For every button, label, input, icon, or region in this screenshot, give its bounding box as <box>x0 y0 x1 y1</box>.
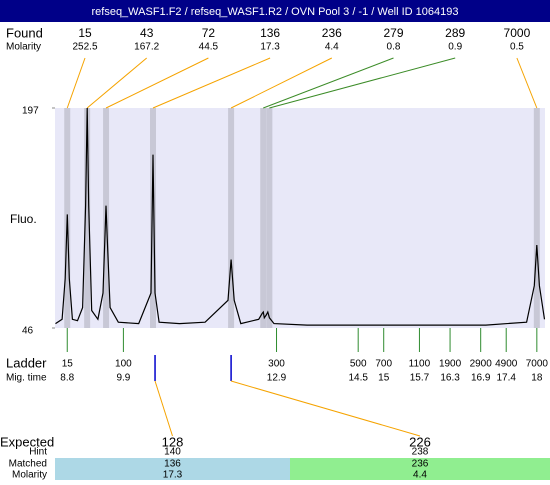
expected-connector <box>154 380 173 437</box>
ladder-size: 100 <box>115 359 132 370</box>
found-molarity: 0.5 <box>510 42 524 53</box>
peak-connector <box>269 57 456 109</box>
peak-band <box>150 108 156 328</box>
found-molarity: 252.5 <box>72 42 97 53</box>
peak-band <box>533 108 540 328</box>
found-molarity-label: Molarity <box>6 42 41 53</box>
matched: 136 <box>164 459 181 470</box>
found-size: 7000 <box>504 26 531 40</box>
hint: 140 <box>164 447 181 458</box>
y-tick-label: 46 <box>22 326 34 337</box>
found-molarity: 167.2 <box>134 42 159 53</box>
hint: 238 <box>412 447 429 458</box>
found-size: 279 <box>383 26 403 40</box>
found-label: Found <box>6 25 43 40</box>
result-bg <box>55 458 290 480</box>
peak-band <box>260 108 267 328</box>
found-size: 289 <box>445 26 465 40</box>
found-molarity: 4.4 <box>325 42 339 53</box>
found-size: 236 <box>322 26 342 40</box>
ladder-time: 12.9 <box>267 373 287 384</box>
ladder-time: 16.9 <box>471 373 491 384</box>
row-label: Matched <box>9 459 47 470</box>
ladder-size: 7000 <box>526 359 549 370</box>
title: refseq_WASF1.F2 / refseq_WASF1.R2 / OVN … <box>91 6 458 18</box>
ladder-size: 15 <box>62 359 74 370</box>
ladder-size: 1900 <box>439 359 462 370</box>
y-axis-label: Fluo. <box>10 212 37 226</box>
expected-size: 128 <box>162 434 184 449</box>
peak-connector <box>263 57 394 109</box>
molarity: 4.4 <box>413 470 427 480</box>
matched: 236 <box>412 459 429 470</box>
peak-connector <box>86 57 148 109</box>
ladder-size: 4900 <box>495 359 518 370</box>
peak-connector <box>230 57 333 109</box>
ladder-time: 18 <box>531 373 543 384</box>
ladder-time: 9.9 <box>116 373 130 384</box>
y-tick-label: 197 <box>22 106 39 117</box>
plot-area <box>55 108 545 328</box>
peak-band <box>84 108 91 328</box>
ladder-time: 17.4 <box>496 373 516 384</box>
ladder-size: 500 <box>350 359 367 370</box>
ladder-size: 2900 <box>470 359 493 370</box>
mig-time-label: Mig. time <box>6 373 47 384</box>
ladder-time: 8.8 <box>60 373 74 384</box>
ladder-size: 1100 <box>409 359 431 370</box>
expected-connector <box>230 380 421 437</box>
expected-label: Expected <box>0 434 54 449</box>
ladder-size: 300 <box>268 359 285 370</box>
title-bar <box>0 0 550 22</box>
trace <box>55 107 546 326</box>
result-bg <box>290 458 550 480</box>
peak-band <box>266 108 273 328</box>
row-label: Hint <box>29 447 47 458</box>
found-molarity: 44.5 <box>199 42 219 53</box>
ladder-time: 15 <box>378 373 390 384</box>
row-label: Molarity <box>12 470 47 480</box>
found-size: 72 <box>202 26 216 40</box>
peak-band <box>228 108 235 328</box>
found-size: 136 <box>260 26 280 40</box>
molarity: 17.3 <box>163 470 183 480</box>
found-size: 15 <box>78 26 92 40</box>
ladder-time: 16.3 <box>440 373 460 384</box>
found-molarity: 0.8 <box>387 42 401 53</box>
peak-connector <box>66 57 86 109</box>
expected-size: 226 <box>409 434 431 449</box>
found-molarity: 0.9 <box>448 42 462 53</box>
peak-connector <box>152 57 271 109</box>
ladder-time: 15.7 <box>410 373 430 384</box>
peak-connector <box>105 57 209 109</box>
found-molarity: 17.3 <box>260 42 280 53</box>
peak-connector <box>516 57 538 109</box>
ladder-time: 14.5 <box>348 373 368 384</box>
ladder-label: Ladder <box>6 355 47 370</box>
found-size: 43 <box>140 26 154 40</box>
ladder-size: 700 <box>375 359 392 370</box>
